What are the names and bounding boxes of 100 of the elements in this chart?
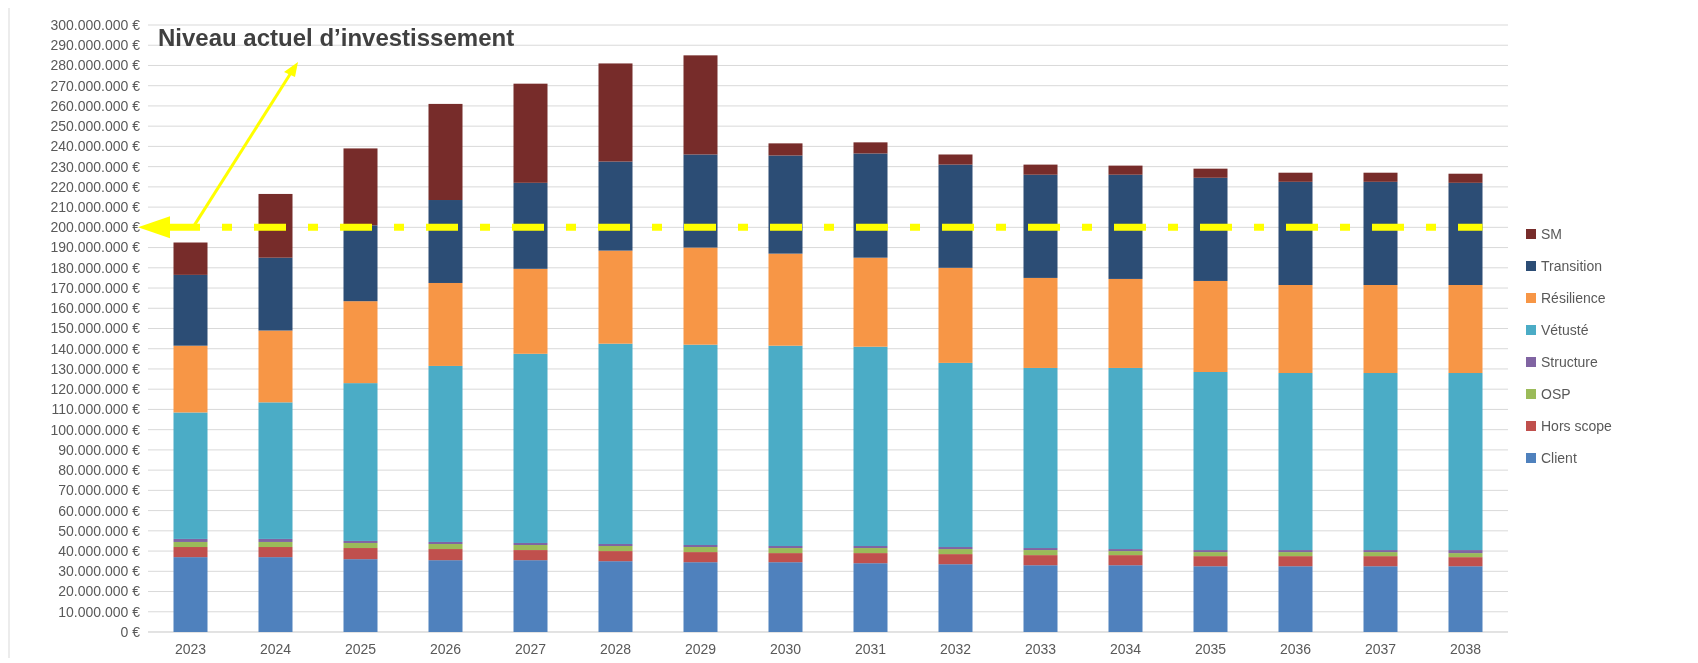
- bar: [258, 402, 293, 539]
- bar: [1193, 372, 1228, 551]
- bar: [768, 546, 803, 549]
- y-tick-label: 120.000.000 €: [50, 381, 141, 398]
- bar: [1363, 552, 1398, 557]
- bar: [1278, 373, 1313, 551]
- bar: [768, 253, 803, 346]
- bar: [1448, 557, 1483, 567]
- y-tick-label: 240.000.000 €: [50, 138, 141, 155]
- bar: [1363, 172, 1398, 182]
- y-tick-label: 280.000.000 €: [50, 57, 141, 74]
- bar: [258, 257, 293, 331]
- bar: [258, 557, 293, 632]
- y-tick-label: 80.000.000 €: [58, 462, 141, 479]
- bar: [513, 83, 548, 183]
- bar: [428, 543, 463, 550]
- bar: [768, 143, 803, 156]
- bar: [173, 412, 208, 539]
- bar: [1193, 566, 1228, 632]
- bar: [1108, 174, 1143, 279]
- bar: [343, 559, 378, 632]
- bar: [938, 362, 973, 548]
- x-tick-label: 2023: [174, 641, 207, 657]
- bar: [853, 142, 888, 154]
- bar: [853, 546, 888, 549]
- bar: [513, 550, 548, 561]
- bar: [1023, 174, 1058, 278]
- bar: [598, 561, 633, 632]
- bar: [1023, 548, 1058, 551]
- bar: [1108, 549, 1143, 552]
- bar: [938, 267, 973, 363]
- y-tick-label: 270.000.000 €: [50, 77, 141, 94]
- bar: [258, 330, 293, 403]
- bar: [1193, 177, 1228, 281]
- bar: [683, 552, 718, 563]
- bar: [1278, 285, 1313, 374]
- bar: [513, 542, 548, 545]
- bar: [1278, 566, 1313, 632]
- bar: [173, 242, 208, 275]
- bar: [853, 563, 888, 632]
- bar: [1108, 165, 1143, 175]
- legend-label: Résilience: [1541, 289, 1606, 306]
- bar: [343, 301, 378, 384]
- bar: [1363, 550, 1398, 553]
- bar: [428, 200, 463, 283]
- bar: [598, 343, 633, 544]
- y-tick-label: 180.000.000 €: [50, 259, 141, 276]
- bar: [173, 541, 208, 548]
- y-tick-label: 230.000.000 €: [50, 158, 141, 175]
- legend-label: Transition: [1541, 257, 1602, 274]
- x-tick-label: 2033: [1024, 641, 1057, 657]
- x-tick-label: 2034: [1109, 641, 1142, 657]
- bar: [938, 564, 973, 632]
- bar: [1278, 556, 1313, 567]
- bar: [768, 548, 803, 554]
- x-tick-label: 2029: [684, 641, 717, 657]
- bar: [853, 346, 888, 547]
- y-tick-label: 190.000.000 €: [50, 239, 141, 256]
- bar: [428, 103, 463, 201]
- bar: [258, 538, 293, 542]
- x-tick-label: 2028: [599, 641, 632, 657]
- y-tick-label: 220.000.000 €: [50, 178, 141, 195]
- legend-label: Vétusté: [1541, 321, 1589, 338]
- bar: [1278, 552, 1313, 557]
- x-tick-label: 2032: [939, 641, 972, 657]
- x-tick-label: 2027: [514, 641, 547, 657]
- bar: [598, 161, 633, 251]
- bar: [683, 562, 718, 632]
- bar: [513, 545, 548, 551]
- bar: [513, 353, 548, 543]
- bar: [938, 164, 973, 268]
- bar: [1108, 278, 1143, 368]
- y-tick-label: 20.000.000 €: [58, 583, 141, 600]
- bar: [343, 548, 378, 560]
- x-tick-label: 2035: [1194, 641, 1227, 657]
- bar: [428, 365, 463, 542]
- y-tick-label: 250.000.000 €: [50, 118, 141, 135]
- y-tick-label: 70.000.000 €: [58, 482, 141, 499]
- bar: [598, 63, 633, 162]
- bar: [1108, 367, 1143, 550]
- bar: [428, 541, 463, 544]
- bar: [428, 282, 463, 366]
- bar: [768, 562, 803, 632]
- bar: [1448, 373, 1483, 551]
- bar: [258, 547, 293, 558]
- legend-label: OSP: [1541, 385, 1571, 402]
- bar: [173, 557, 208, 632]
- x-tick-label: 2026: [429, 641, 462, 657]
- y-tick-label: 290.000.000 €: [50, 37, 141, 54]
- x-tick-label: 2030: [769, 641, 802, 657]
- y-tick-label: 200.000.000 €: [50, 219, 141, 236]
- bar: [683, 545, 718, 548]
- bar: [513, 268, 548, 354]
- y-tick-label: 260.000.000 €: [50, 97, 141, 114]
- bar: [598, 546, 633, 552]
- bar: [173, 538, 208, 542]
- bar: [1193, 556, 1228, 567]
- bar: [598, 543, 633, 547]
- bar: [1193, 280, 1228, 372]
- bar: [683, 344, 718, 545]
